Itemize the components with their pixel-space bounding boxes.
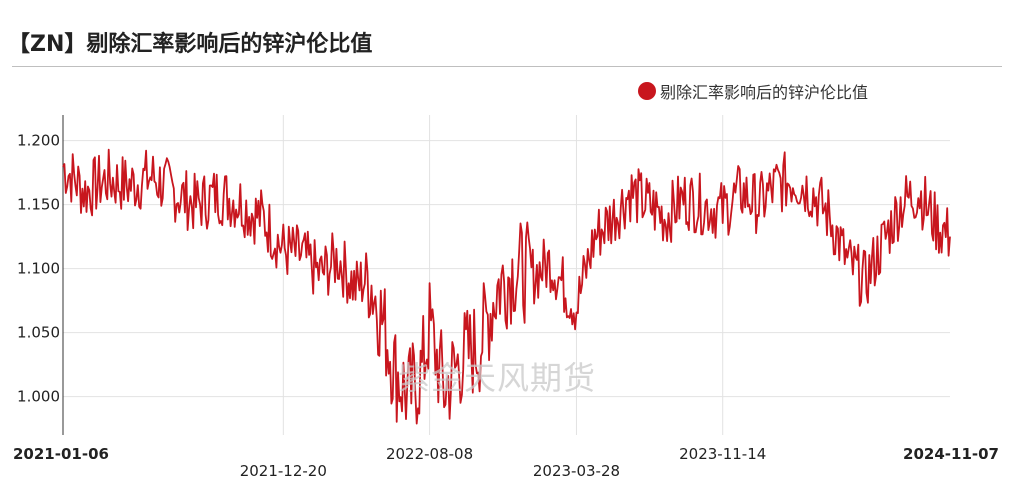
series-line bbox=[62, 148, 951, 425]
x-tick-label: 2021-12-20 bbox=[240, 462, 327, 480]
legend-marker bbox=[638, 82, 656, 100]
y-tick-label: 1.200 bbox=[17, 132, 60, 150]
title-divider bbox=[12, 66, 1002, 67]
x-tick-label: 2022-08-08 bbox=[386, 445, 473, 463]
x-tick-label: 2024-11-07 bbox=[903, 445, 999, 463]
chart-title: 【ZN】剔除汇率影响后的锌沪伦比值 bbox=[8, 32, 373, 57]
x-tick-label: 2023-11-14 bbox=[679, 445, 766, 463]
y-tick-label: 1.150 bbox=[17, 196, 60, 214]
x-tick-label: 2023-03-28 bbox=[533, 462, 620, 480]
legend-series-label: 剔除汇率影响后的锌沪伦比值 bbox=[660, 83, 869, 102]
x-tick-label: 2021-01-06 bbox=[13, 445, 109, 463]
watermark: 紫金天风期货 bbox=[398, 359, 597, 397]
chart-legend: 剔除汇率影响后的锌沪伦比值 bbox=[638, 79, 868, 103]
y-tick-label: 1.050 bbox=[17, 324, 60, 342]
y-tick-label: 1.100 bbox=[17, 260, 60, 278]
y-tick-label: 1.000 bbox=[17, 388, 60, 406]
